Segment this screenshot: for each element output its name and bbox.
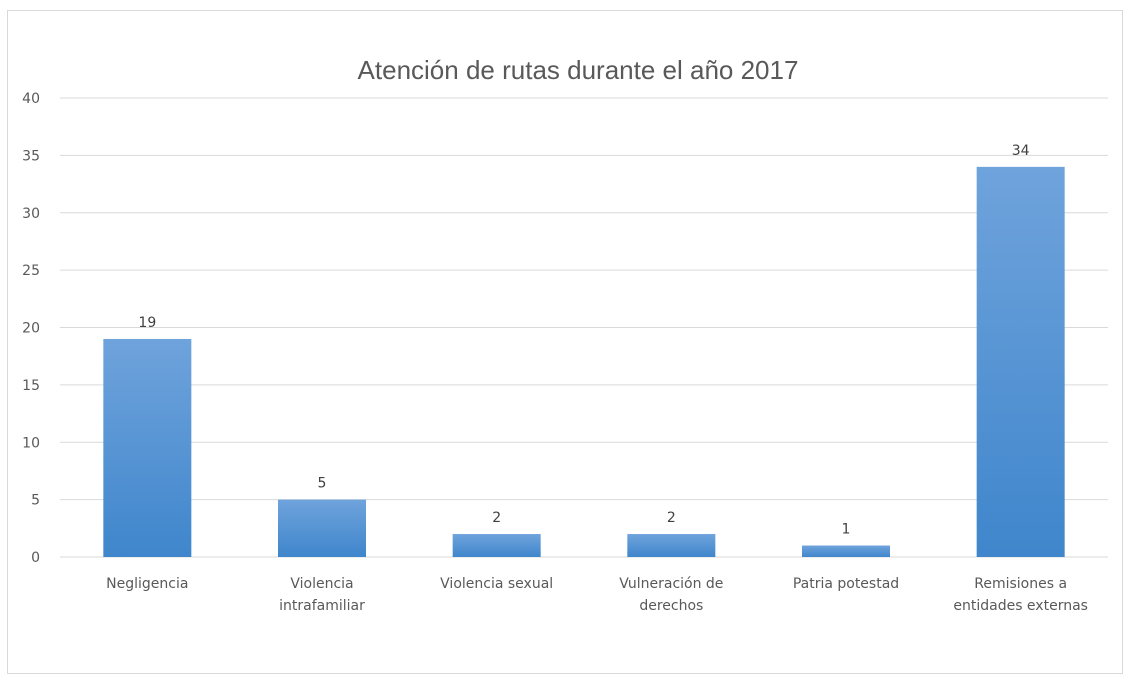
data-label: 2 — [492, 510, 501, 526]
y-tick-label: 40 — [22, 91, 40, 107]
category-label: Patria potestad — [793, 576, 899, 592]
category-label: Violencia — [290, 576, 353, 592]
category-label: Negligencia — [106, 576, 188, 592]
data-label: 19 — [138, 315, 156, 331]
bar — [452, 534, 541, 557]
category-label: intrafamiliar — [279, 598, 365, 614]
y-tick-label: 0 — [31, 550, 40, 566]
chart-frame — [7, 10, 1123, 674]
category-label: Remisiones a — [974, 576, 1067, 592]
category-label: entidades externas — [953, 598, 1088, 614]
chart-title: Atención de rutas durante el año 2017 — [358, 55, 799, 85]
data-label: 1 — [842, 522, 851, 538]
y-tick-label: 15 — [22, 378, 40, 394]
category-label: Violencia sexual — [440, 576, 553, 592]
y-tick-label: 5 — [31, 493, 40, 509]
y-tick-label: 20 — [22, 321, 40, 337]
data-label: 34 — [1012, 143, 1030, 159]
bar — [103, 338, 192, 557]
y-tick-label: 10 — [22, 435, 40, 451]
bar — [976, 166, 1065, 557]
data-label: 5 — [318, 476, 327, 492]
data-label: 2 — [667, 510, 676, 526]
y-tick-label: 30 — [22, 206, 40, 222]
bar — [278, 499, 366, 557]
category-label: derechos — [639, 598, 703, 614]
y-tick-label: 25 — [22, 263, 40, 279]
bar — [802, 545, 890, 557]
category-label: Vulneración de — [619, 576, 723, 592]
bar — [627, 534, 716, 557]
y-tick-label: 35 — [22, 148, 40, 164]
